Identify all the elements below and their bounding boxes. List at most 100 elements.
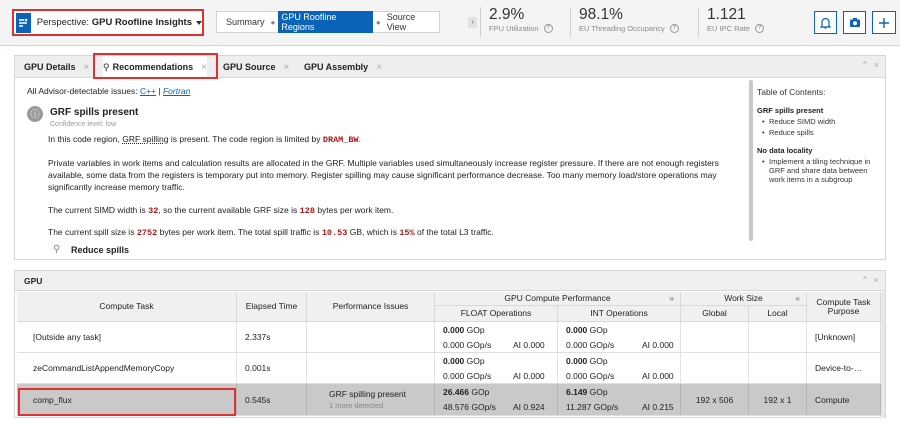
tab-recommendations[interactable]: ⚲ Recommendations × [103, 56, 207, 78]
close-icon[interactable]: × [201, 62, 207, 73]
tab-label: GPU Source [223, 62, 276, 72]
column-header-global[interactable]: Global [681, 306, 749, 322]
table-of-contents: Table of Contents: GRF spills present Re… [757, 79, 885, 259]
cell-purpose: Device-to-… [807, 353, 881, 383]
tab-gpu-details[interactable]: GPU Details × [24, 56, 89, 78]
metric-value: 2.9% [489, 6, 525, 23]
cell-performance-issues: GRF spilling present 1 more detected [307, 384, 435, 415]
collapse-columns-icon[interactable]: « [795, 293, 800, 303]
cell-float-ops: 0.000 GOp 0.000 GOp/s AI 0.000 [435, 353, 558, 383]
close-icon[interactable]: × [873, 275, 879, 285]
column-header-float-operations[interactable]: FLOAT Operations [435, 306, 558, 322]
main-toolbar: Perspective: GPU Roofline Insights Summa… [0, 0, 900, 46]
perspective-icon [16, 12, 31, 33]
help-icon[interactable]: ? [543, 24, 553, 33]
crumb-gpu-roofline-regions[interactable]: GPU Roofline Regions [278, 11, 373, 33]
cell-int-ops: 6.149 GOp 11.287 GOp/s AI 0.215 [558, 384, 681, 415]
lightbulb-icon: ⚲ [103, 62, 110, 72]
cell-local: 192 x 1 [749, 384, 807, 415]
confidence-level: Confidence level: low [50, 121, 117, 128]
details-tabbar: GPU Details × ⚲ Recommendations × GPU Sourc… [15, 53, 885, 79]
crumb-separator: ● [270, 17, 276, 27]
crumb-summary[interactable]: Summary [226, 17, 265, 27]
link-fortran[interactable]: Fortran [162, 86, 191, 96]
pane-controls: ⌃ × [861, 275, 879, 286]
paragraph-limited-by: In this code region, GRF spilling is pre… [48, 134, 361, 145]
column-header-performance-issues[interactable]: Performance Issues [307, 292, 435, 322]
details-pane: GPU Details × ⚲ Recommendations × GPU Sourc… [14, 53, 886, 260]
cell-int-ops: 0.000 GOp 0.000 GOp/s AI 0.000 [558, 322, 681, 352]
table-row[interactable]: [Outside any task] 2.337s 0.000 GOp 0.00… [17, 322, 885, 353]
crumb-separator: ● [375, 17, 381, 27]
close-icon[interactable]: × [376, 62, 383, 73]
paragraph-spill-size: The current spill size is 2752 bytes per… [48, 227, 494, 238]
tab-label: GPU Assembly [304, 62, 369, 72]
help-icon[interactable]: ? [669, 24, 679, 33]
column-group-gpu-compute-performance[interactable]: GPU Compute Performance » [435, 292, 681, 306]
gpu-pane-header: GPU ⌃ × [15, 271, 885, 291]
issue-label[interactable]: GRF spilling present [329, 389, 407, 399]
cell-local [749, 353, 807, 383]
table-scrollbar[interactable] [881, 292, 885, 418]
column-header-compute-task-purpose[interactable]: Compute Task Purpose [807, 292, 881, 322]
issue-more-label: 1 more detected [329, 401, 384, 410]
plus-icon [879, 17, 889, 28]
lightbulb-icon: ⚲ [53, 244, 61, 255]
chevron-down-icon [196, 20, 202, 25]
metric-fpu-utilization: 2.9% FPU Utilization? [480, 7, 553, 37]
pane-controls: ⌃ × [861, 60, 879, 71]
cell-elapsed-time: 2.337s [237, 322, 307, 352]
pane-title: GPU [24, 276, 43, 286]
metric-label: EU IPC Rate [707, 24, 750, 33]
close-icon[interactable]: × [283, 62, 290, 73]
toc-item[interactable]: Reduce SIMD width [757, 117, 885, 126]
close-icon[interactable]: × [873, 60, 879, 70]
crumb-source-view[interactable]: Source View [386, 12, 416, 32]
metric-eu-ipc-rate: 1.121 EU IPC Rate? [698, 7, 764, 37]
expand-metrics-button[interactable]: › [468, 17, 477, 28]
cell-float-ops: 0.000 GOp 0.000 GOp/s AI 0.000 [435, 322, 558, 352]
expand-columns-icon[interactable]: » [669, 293, 674, 303]
collapse-icon[interactable]: ⌃ [861, 60, 869, 70]
toc-item[interactable]: Reduce spills [757, 128, 885, 137]
metric-label: EU Threading Occupancy [579, 24, 665, 33]
cell-global: 192 x 506 [681, 384, 749, 415]
column-group-work-size[interactable]: Work Size « [681, 292, 807, 306]
bell-button[interactable] [814, 11, 837, 34]
grf-spilling-term[interactable]: GRF spilling [122, 134, 169, 144]
help-icon[interactable]: ? [754, 24, 764, 33]
column-header-int-operations[interactable]: INT Operations [558, 306, 681, 322]
column-header-elapsed-time[interactable]: Elapsed Time [237, 292, 307, 322]
snapshot-button[interactable] [843, 11, 866, 34]
recommendations-content: All Advisor-detectable issues: C++ | For… [15, 79, 749, 259]
link-cpp[interactable]: C++ [139, 86, 157, 96]
highlight-comp-flux-row [18, 388, 236, 416]
issues-line: All Advisor-detectable issues: C++ | For… [27, 86, 191, 96]
toc-item[interactable]: Implement a tiling technique in GRF and … [757, 157, 885, 184]
collapse-icon[interactable]: ⌃ [861, 275, 869, 285]
toc-section[interactable]: No data locality [757, 146, 813, 155]
table-row[interactable]: zeCommandListAppendMemoryCopy 0.001s 0.0… [17, 353, 885, 384]
column-header-compute-task[interactable]: Compute Task [17, 292, 237, 322]
metric-eu-threading-occupancy: 98.1% EU Threading Occupancy? [570, 7, 679, 37]
info-icon: ⓘ [27, 106, 43, 122]
perspective-label: Perspective: GPU Roofline Insights [36, 17, 192, 28]
cell-purpose: Compute [807, 384, 881, 415]
cell-performance-issues [307, 322, 435, 352]
close-icon[interactable]: × [83, 62, 90, 73]
tab-gpu-assembly[interactable]: GPU Assembly × [304, 56, 382, 78]
perspective-selector[interactable]: Perspective: GPU Roofline Insights [12, 9, 204, 36]
gpu-table: Compute Task Elapsed Time Performance Is… [17, 292, 885, 418]
paragraph-explanation: Private variables in work items and calc… [48, 158, 719, 192]
tab-gpu-source[interactable]: GPU Source × [223, 56, 289, 78]
column-header-local[interactable]: Local [749, 306, 807, 322]
cell-global [681, 322, 749, 352]
add-button[interactable] [872, 11, 896, 34]
tab-label: GPU Details [24, 62, 76, 72]
toc-section[interactable]: GRF spills present [757, 106, 824, 115]
breadcrumb: Summary ● GPU Roofline Regions ● Source … [216, 11, 440, 33]
cell-local [749, 322, 807, 352]
cell-purpose: [Unknown] [807, 322, 881, 352]
content-scrollbar[interactable] [749, 80, 753, 241]
issue-title: GRF spills present [50, 107, 139, 118]
